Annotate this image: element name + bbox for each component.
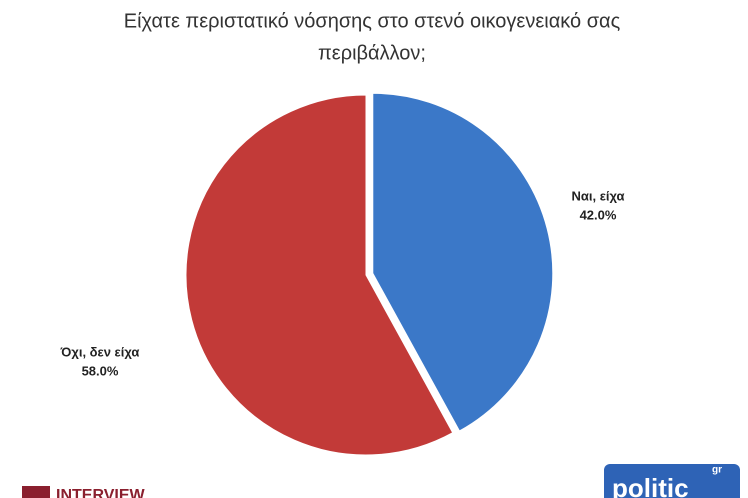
logo-mark — [22, 486, 50, 498]
logo-suffix: gr — [712, 465, 722, 476]
slice-label: Όχι, δεν είχα — [60, 344, 140, 359]
chart-title: Είχατε περιστατικό νόσησης στο στενό οικ… — [124, 10, 621, 32]
logo-left: INTERVIEW — [22, 486, 146, 498]
logo-box — [604, 464, 740, 498]
value-label: 42.0% — [580, 207, 617, 222]
pie-slice — [185, 94, 454, 456]
slice-label: Ναι, είχα — [571, 188, 624, 203]
logo-right: politic gr — [604, 464, 740, 498]
value-label: 58.0% — [82, 363, 119, 378]
logo-text: politic — [612, 473, 689, 498]
chart-title: περιβάλλον; — [318, 42, 426, 64]
logo-text: INTERVIEW — [56, 487, 146, 498]
pie-slice — [372, 92, 554, 432]
